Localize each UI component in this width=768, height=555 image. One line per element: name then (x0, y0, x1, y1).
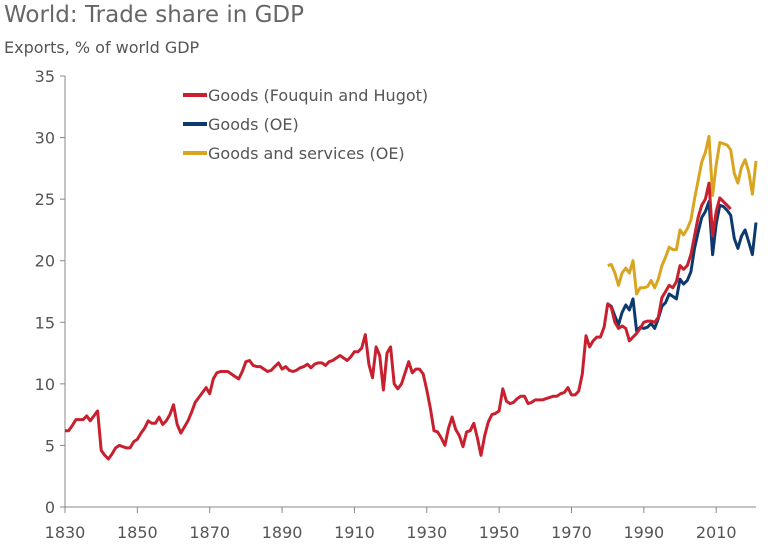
x-tick-label: 1830 (45, 523, 86, 542)
x-tick-label: 1950 (479, 523, 520, 542)
y-tick-label: 25 (35, 190, 55, 209)
x-tick-label: 1890 (262, 523, 303, 542)
legend-label: Goods (OE) (208, 115, 299, 134)
y-tick-label: 30 (35, 129, 55, 148)
x-tick-label: 1930 (406, 523, 447, 542)
y-tick-label: 10 (35, 375, 55, 394)
series-line-1 (606, 200, 758, 333)
y-tick-label: 35 (35, 67, 55, 86)
chart-subtitle: Exports, % of world GDP (4, 38, 200, 57)
series-line-0 (65, 181, 732, 461)
y-tick-label: 0 (45, 498, 55, 517)
chart-title: World: Trade share in GDP (4, 2, 304, 28)
x-tick-label: 2010 (696, 523, 737, 542)
x-tick-label: 1850 (117, 523, 158, 542)
x-tick-label: 1970 (551, 523, 592, 542)
y-tick-label: 15 (35, 313, 55, 332)
x-tick-label: 1990 (623, 523, 664, 542)
x-tick-label: 1910 (334, 523, 375, 542)
y-tick-label: 20 (35, 252, 55, 271)
series-line-2 (607, 134, 758, 296)
x-tick-label: 1870 (189, 523, 230, 542)
legend-label: Goods and services (OE) (208, 144, 405, 163)
legend-label: Goods (Fouquin and Hugot) (208, 86, 428, 105)
y-tick-label: 5 (45, 436, 55, 455)
